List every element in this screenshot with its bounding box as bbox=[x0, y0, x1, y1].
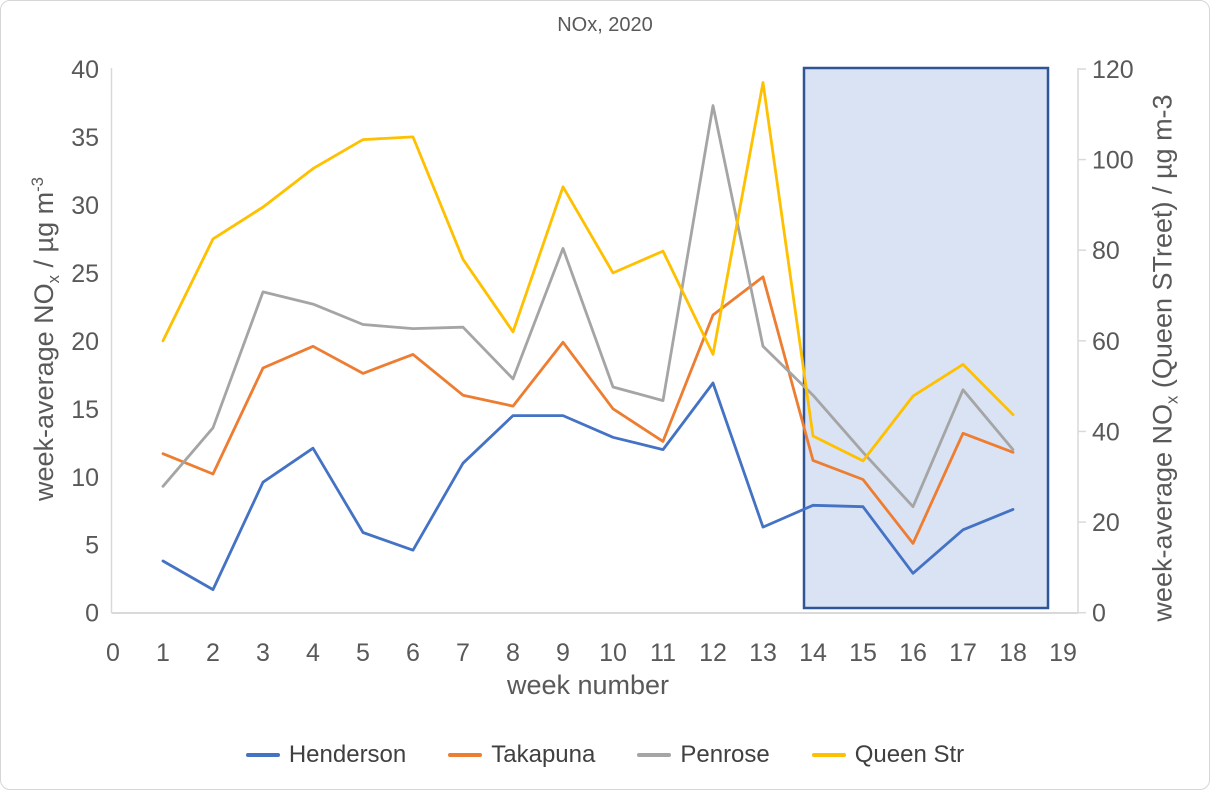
x-tick-label: 17 bbox=[949, 639, 977, 667]
legend-marker bbox=[448, 753, 483, 757]
y-left-title-units: / µg m bbox=[28, 191, 59, 275]
y-left-tick-label: 40 bbox=[71, 56, 99, 84]
y-left-tick-label: 5 bbox=[85, 532, 99, 560]
legend-item-takapuna[interactable]: Takapuna bbox=[448, 741, 595, 769]
series-line-penrose bbox=[161, 104, 1015, 509]
x-tick-label: 1 bbox=[156, 639, 170, 667]
y-right-tick-label: 40 bbox=[1092, 418, 1120, 446]
series-line-queen-str bbox=[161, 81, 1015, 463]
x-tick-label: 10 bbox=[599, 639, 627, 667]
legend-marker bbox=[811, 753, 846, 757]
chart-legend: Henderson Takapuna Penrose Queen Str bbox=[1, 741, 1209, 769]
legend-item-queen-str[interactable]: Queen Str bbox=[811, 741, 965, 769]
y-axis-title-right: week-average NOx (Queen STreet) / µg m-3 bbox=[1147, 94, 1182, 621]
y-right-tick-label: 20 bbox=[1092, 509, 1120, 537]
x-tick-label: 16 bbox=[899, 639, 927, 667]
x-tick-label: 9 bbox=[556, 639, 570, 667]
y-right-tick-label: 120 bbox=[1092, 56, 1134, 84]
legend-label: Penrose bbox=[680, 741, 770, 768]
y-left-tick-label: 30 bbox=[71, 192, 99, 220]
y-left-title-superscript: -3 bbox=[27, 177, 47, 192]
y-right-tick-label: 60 bbox=[1092, 328, 1120, 356]
x-axis-title: week number bbox=[506, 670, 670, 700]
legend-label: Takapuna bbox=[491, 741, 596, 768]
x-tick-label: 11 bbox=[650, 639, 676, 667]
y-right-title-units: (Queen STreet) / µg m-3 bbox=[1147, 94, 1178, 396]
y-right-tick-label: 100 bbox=[1092, 147, 1134, 175]
y-left-tick-label: 25 bbox=[71, 260, 99, 288]
x-tick-label: 4 bbox=[306, 639, 320, 667]
y-left-tick-label: 35 bbox=[71, 124, 99, 152]
x-tick-label: 14 bbox=[799, 639, 827, 667]
y-left-tick-label: 0 bbox=[85, 600, 99, 628]
y-right-title-text: week-average NO bbox=[1147, 403, 1178, 622]
x-tick-label: 15 bbox=[849, 639, 877, 667]
x-tick-label: 8 bbox=[506, 639, 520, 667]
y-left-tick-label: 10 bbox=[71, 464, 99, 492]
y-left-tick-label: 20 bbox=[71, 328, 99, 356]
legend-item-henderson[interactable]: Henderson bbox=[245, 741, 407, 769]
x-tick-label: 6 bbox=[406, 639, 420, 667]
x-tick-label: 12 bbox=[699, 639, 727, 667]
y-right-title-subscript: x bbox=[1162, 395, 1182, 404]
y-right-tick-label: 80 bbox=[1092, 237, 1120, 265]
x-tick-label: 18 bbox=[999, 639, 1027, 667]
y-axis-title-left: week-average NOx / µg m-3 bbox=[28, 177, 64, 501]
series-line-takapuna bbox=[161, 275, 1015, 545]
series-line-henderson bbox=[161, 381, 1015, 591]
x-tick-label: 13 bbox=[749, 639, 777, 667]
y-right-tick-label: 0 bbox=[1092, 600, 1106, 628]
x-tick-label: 19 bbox=[1049, 639, 1077, 667]
legend-label: Queen Str bbox=[854, 741, 965, 768]
x-tick-label: 5 bbox=[356, 639, 370, 667]
highlight-region bbox=[802, 66, 1050, 610]
y-left-title-subscript: x bbox=[44, 274, 64, 284]
x-tick-label: 2 bbox=[206, 639, 220, 667]
y-left-tick-label: 15 bbox=[71, 396, 99, 424]
legend-label: Henderson bbox=[288, 741, 407, 768]
x-tick-label: 3 bbox=[256, 639, 270, 667]
legend-marker bbox=[245, 753, 280, 757]
x-tick-label: 0 bbox=[106, 639, 120, 667]
legend-marker bbox=[637, 753, 672, 757]
y-left-title-text: week-average NO bbox=[28, 283, 59, 501]
chart-title: NOx, 2020 bbox=[557, 14, 653, 36]
x-tick-label: 7 bbox=[456, 639, 470, 667]
legend-item-penrose[interactable]: Penrose bbox=[637, 741, 770, 769]
